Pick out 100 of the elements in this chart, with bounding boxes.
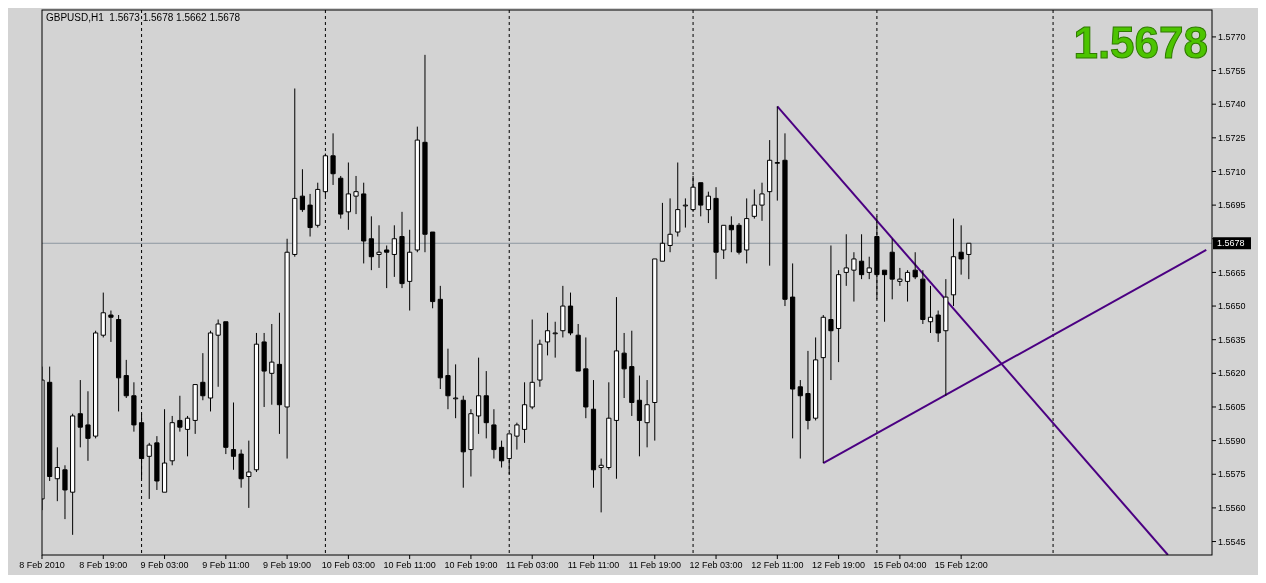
candlestick	[590, 379, 597, 489]
candlestick	[407, 229, 413, 312]
candlestick	[123, 359, 129, 399]
candlestick	[269, 323, 275, 406]
candlestick	[215, 319, 221, 388]
x-tick-label: 15 Feb 12:00	[934, 560, 988, 570]
x-tick-label: 9 Feb 11:00	[202, 560, 250, 570]
candlestick	[315, 182, 321, 229]
y-tick-label: 1.5575	[1218, 469, 1246, 480]
candlestick	[567, 292, 574, 336]
candlestick	[521, 381, 528, 444]
candlestick	[453, 363, 459, 419]
candlestick	[299, 168, 306, 213]
candlestick	[100, 292, 106, 338]
x-tick-label: 11 Feb 03:00	[506, 560, 559, 570]
candlestick	[184, 415, 191, 457]
candlestick	[322, 153, 329, 197]
candlestick	[652, 258, 658, 442]
candlestick	[698, 182, 704, 217]
y-tick-label: 1.5695	[1218, 200, 1246, 211]
candlestick	[154, 435, 160, 491]
candlestick	[399, 211, 405, 289]
candlestick	[292, 88, 298, 258]
candlestick	[659, 202, 666, 262]
candlestick	[238, 449, 244, 489]
candlestick	[177, 395, 183, 433]
x-tick-label: 8 Feb 19:00	[79, 560, 128, 570]
y-tick-label: 1.5740	[1218, 99, 1246, 110]
x-tick-label: 10 Feb 11:00	[383, 560, 436, 570]
candlestick	[889, 238, 895, 300]
candlestick	[728, 215, 734, 253]
y-tick-label: 1.5545	[1218, 536, 1246, 547]
y-tick-label: 1.5770	[1218, 32, 1246, 43]
candlestick	[445, 348, 451, 410]
y-tick-label: 1.5635	[1218, 334, 1246, 345]
candlestick	[330, 132, 336, 186]
candlestick	[276, 312, 283, 435]
candlestick	[506, 433, 512, 475]
candlestick	[904, 269, 911, 303]
candlestick	[207, 330, 214, 412]
candlestick	[468, 408, 474, 477]
candlestick	[912, 251, 918, 280]
candlestick	[307, 193, 313, 238]
x-tick-label: 9 Feb 03:00	[140, 560, 189, 570]
candlestick	[935, 310, 941, 343]
candlestick	[927, 285, 934, 334]
candlestick	[544, 312, 551, 356]
candlestick	[93, 330, 99, 439]
candlestick	[115, 314, 122, 412]
x-tick-label: 15 Feb 04:00	[873, 560, 927, 570]
candlestick	[246, 440, 252, 509]
candlestick	[146, 442, 152, 500]
x-tick-label: 10 Feb 19:00	[444, 560, 498, 570]
candlestick	[813, 336, 819, 421]
candlestick	[966, 242, 972, 280]
candlestick	[881, 269, 888, 323]
candlestick	[514, 422, 520, 451]
candlestick	[529, 319, 535, 410]
x-tick-label: 8 Feb 2010	[19, 560, 65, 570]
candlestick	[782, 132, 788, 307]
candlestick	[437, 285, 443, 390]
candlestick	[943, 278, 949, 397]
candlestick	[491, 408, 497, 460]
candlestick	[414, 126, 420, 253]
candlestick	[261, 332, 267, 408]
x-tick-label: 11 Feb 19:00	[628, 560, 681, 570]
candlestick	[62, 464, 68, 520]
candlestick	[138, 413, 145, 480]
x-tick-label: 9 Feb 19:00	[263, 560, 312, 570]
ref-line-label: 1.5678	[1217, 238, 1245, 249]
candlestick	[368, 215, 374, 271]
candlestick	[108, 310, 114, 343]
candlestick	[843, 233, 849, 287]
y-tick-label: 1.5755	[1218, 65, 1246, 76]
candlestick	[705, 191, 711, 224]
candlestick	[223, 321, 229, 455]
candlestick	[835, 269, 842, 363]
candlestick	[950, 218, 957, 307]
candlestick	[667, 197, 673, 253]
candlestick	[636, 375, 643, 457]
candlestick	[759, 182, 765, 222]
candlestick	[721, 224, 727, 260]
candlestick	[866, 256, 872, 280]
candlestick	[736, 222, 742, 255]
candlestick	[169, 415, 175, 466]
candlestick	[690, 175, 696, 213]
x-tick-label: 11 Feb 11:00	[567, 560, 620, 570]
x-tick-label: 10 Feb 03:00	[321, 560, 375, 570]
candlestick	[498, 440, 505, 469]
candlestick	[713, 186, 719, 280]
candlestick	[391, 224, 397, 278]
candlestick	[897, 267, 903, 287]
y-tick-label: 1.5665	[1218, 267, 1246, 278]
candlestick	[361, 182, 367, 264]
candlestick	[675, 162, 681, 238]
candlestick	[253, 332, 260, 473]
candlestick	[77, 379, 83, 448]
candlestick	[828, 244, 834, 381]
y-tick-label: 1.5650	[1218, 301, 1246, 312]
candlestick	[47, 366, 53, 482]
